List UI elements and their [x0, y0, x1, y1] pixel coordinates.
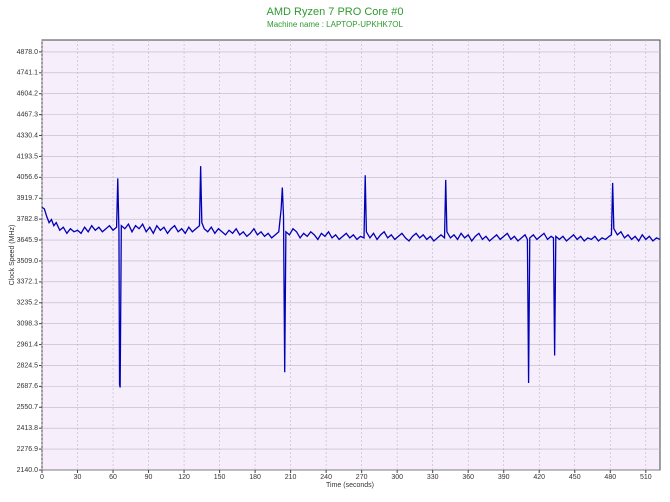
- y-tick-label: 3509.0: [17, 258, 39, 265]
- plot-area: [41, 39, 661, 471]
- y-tick-label: 4330.4: [17, 132, 39, 139]
- y-tick-label: 4878.0: [17, 49, 39, 56]
- y-tick-label: 2961.4: [17, 341, 39, 348]
- y-axis-label: Clock Speed (MHz): [9, 225, 16, 286]
- x-tick-label: 330: [427, 474, 439, 481]
- x-tick-label: 120: [178, 474, 190, 481]
- y-tick-label: 3372.1: [17, 279, 39, 286]
- y-tick-label: 4056.6: [17, 174, 39, 181]
- x-tick-label: 270: [356, 474, 368, 481]
- x-tick-label: 0: [40, 474, 44, 481]
- y-tick-label: 3098.3: [17, 321, 39, 328]
- y-tick-label: 3782.8: [17, 216, 39, 223]
- x-axis-label: Time (seconds): [326, 482, 374, 489]
- x-tick-label: 480: [604, 474, 616, 481]
- x-tick-label: 60: [109, 474, 117, 481]
- chart-subtitle: Machine name : LAPTOP-UPKHK7OL: [267, 20, 403, 29]
- y-tick-label: 3919.7: [17, 195, 39, 202]
- x-tick-label: 360: [462, 474, 474, 481]
- x-tick-label: 510: [640, 474, 652, 481]
- y-tick-label: 4741.1: [17, 70, 39, 77]
- x-tick-label: 300: [391, 474, 403, 481]
- x-tick-label: 420: [533, 474, 545, 481]
- y-tick-label: 3645.9: [17, 237, 39, 244]
- y-tick-label: 2413.8: [17, 425, 39, 432]
- y-tick-label: 2276.9: [17, 446, 39, 453]
- chart-title: AMD Ryzen 7 PRO Core #0: [267, 6, 404, 18]
- x-tick-label: 150: [214, 474, 226, 481]
- x-tick-label: 450: [569, 474, 581, 481]
- x-tick-label: 390: [498, 474, 510, 481]
- x-tick-label: 240: [320, 474, 332, 481]
- x-tick-label: 210: [285, 474, 297, 481]
- y-tick-label: 2550.7: [17, 404, 39, 411]
- series-line: [41, 166, 661, 388]
- y-tick-label: 4467.3: [17, 111, 39, 118]
- x-tick-label: 180: [249, 474, 261, 481]
- y-tick-label: 2140.0: [17, 467, 39, 474]
- y-tick-label: 3235.2: [17, 300, 39, 307]
- x-tick-label: 30: [74, 474, 82, 481]
- x-tick-label: 90: [145, 474, 153, 481]
- y-tick-label: 4193.5: [17, 153, 39, 160]
- y-tick-label: 2687.6: [17, 383, 39, 390]
- y-tick-label: 2824.5: [17, 362, 39, 369]
- y-tick-label: 4604.2: [17, 91, 39, 98]
